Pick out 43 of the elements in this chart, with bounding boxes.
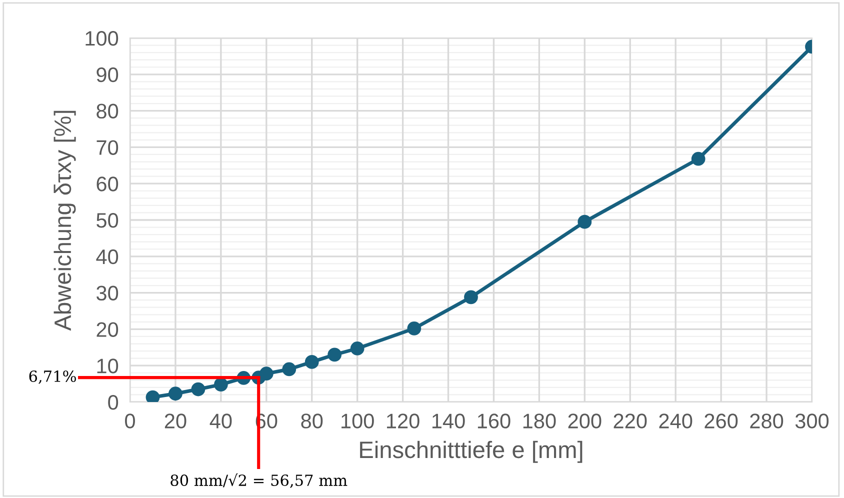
point (464, 290, 478, 304)
x-tick-label: 40 (210, 414, 232, 428)
y-tick-label: 20 (96, 322, 118, 337)
point (168, 386, 182, 401)
point (578, 214, 592, 229)
point (304, 355, 319, 369)
y-tick-label: 60 (96, 176, 118, 192)
y-tick-label: 30 (96, 286, 118, 301)
point (191, 382, 206, 396)
point (282, 362, 296, 376)
x-tick-label: 300 (795, 414, 829, 428)
x-tick-label: 100 (342, 414, 374, 428)
y-tick-label: 50 (96, 213, 118, 228)
point (259, 366, 274, 381)
point (691, 152, 706, 166)
y-tick-label: 80 (96, 104, 118, 119)
y-tick-label: 10 (97, 358, 118, 374)
annotation: 80 mm/√2 = 56,57 mm (170, 473, 348, 488)
x-tick-label: 20 (164, 414, 186, 428)
x-tick-label: 220 (614, 414, 647, 428)
y-tick-label: 70 (96, 140, 118, 155)
point (407, 322, 422, 336)
annotation: 6,71% (29, 370, 76, 384)
point (146, 390, 160, 402)
x-tick-label: 280 (750, 414, 784, 428)
x-tick-label: 240 (659, 414, 692, 428)
point (350, 342, 364, 356)
x-tick-label: 80 (301, 414, 323, 428)
y-tick-label: 0 (108, 395, 118, 410)
x-tick-label: 0 (125, 414, 135, 428)
point (328, 348, 342, 362)
y-axis-title: Abweichung δτxy [%] (54, 110, 76, 331)
x-tick-label: 160 (478, 414, 510, 428)
x-axis-title: Einschnitttiefe e [mm] (360, 440, 582, 463)
y-tick-label: 90 (96, 67, 118, 82)
x-tick-label: 180 (523, 414, 556, 428)
y-tick-label: 40 (96, 249, 118, 264)
point (214, 378, 228, 392)
x-tick-label: 120 (387, 414, 420, 428)
x-tick-label: 260 (704, 414, 738, 428)
y-tick-label: 100 (86, 31, 118, 46)
x-tick-label: 140 (432, 414, 465, 428)
x-tick-label: 200 (568, 414, 602, 428)
